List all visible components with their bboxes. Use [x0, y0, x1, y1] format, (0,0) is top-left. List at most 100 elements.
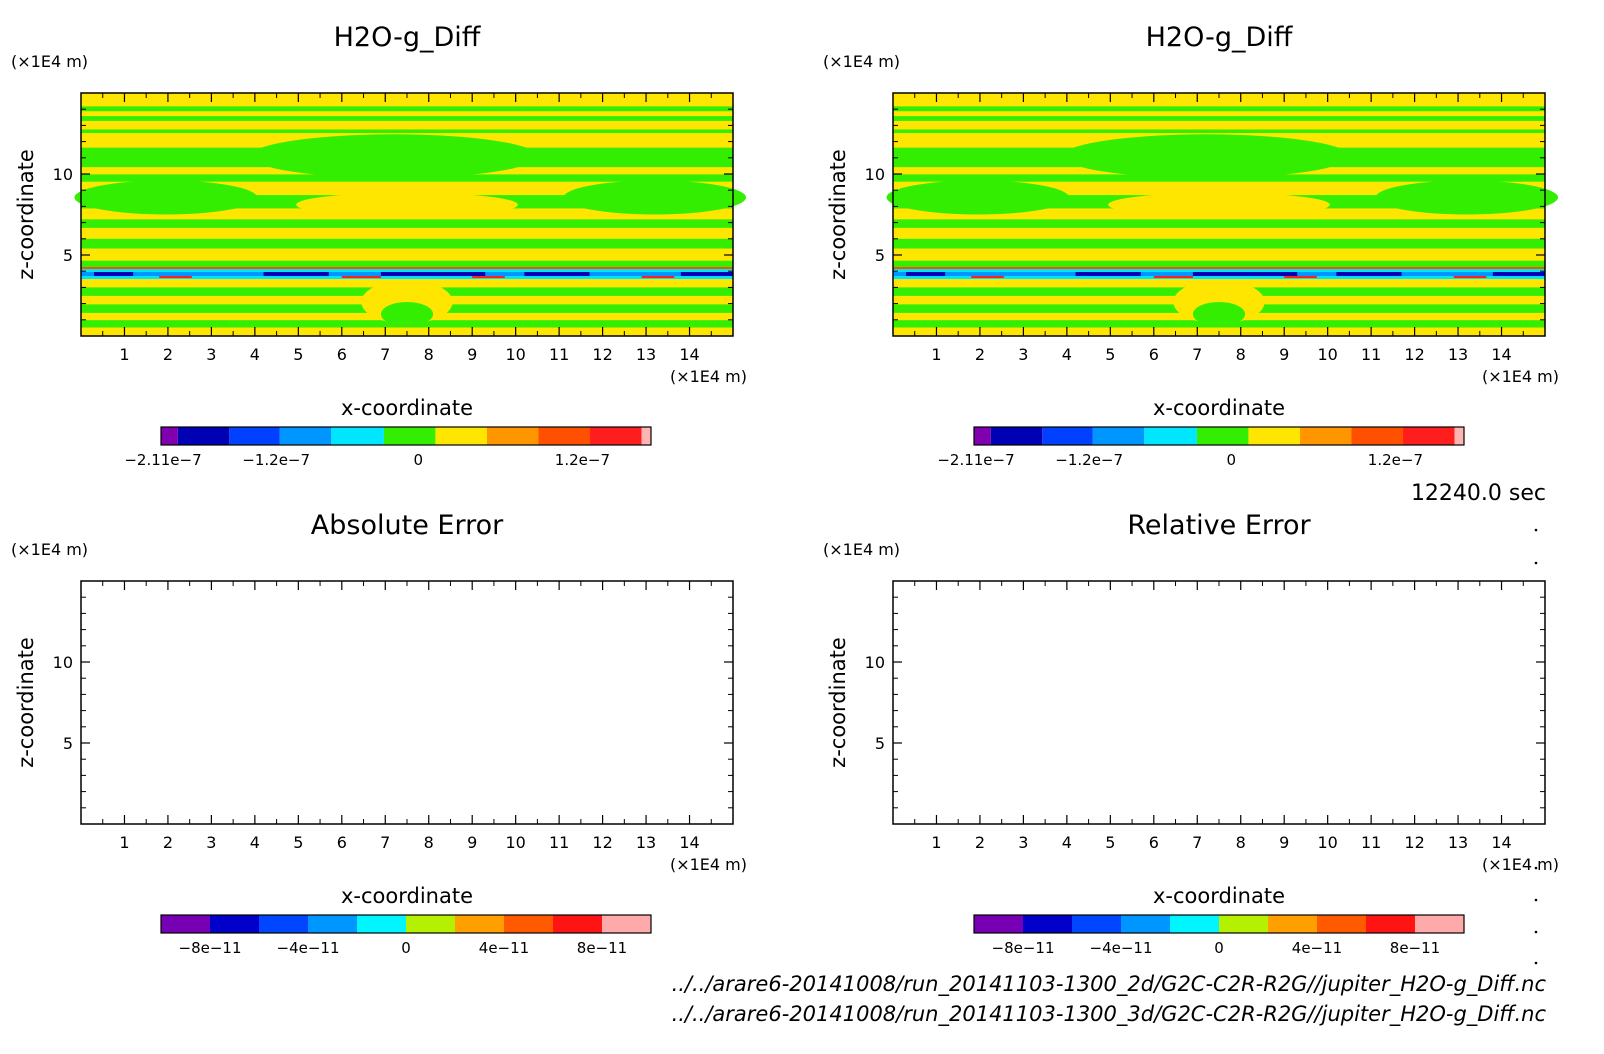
x-tick-label: 7 [380, 345, 390, 364]
field-band [893, 227, 1545, 240]
x-tick-label: 13 [636, 345, 656, 364]
panel-2: H2O-g_Diff(×1E4 m)1 2 3 4 5 6 7 8 9 10 11 12 13 14510… [823, 22, 1559, 469]
colorbar-frame [973, 914, 1465, 934]
x-unit-label: (×1E4 m) [670, 855, 747, 874]
x-tick-label: 13 [1448, 833, 1468, 852]
x-tick-label: 1 [119, 833, 129, 852]
x-tick-label: 11 [549, 345, 569, 364]
side-dots [1534, 528, 1538, 965]
x-tick-label: 14 [1491, 833, 1511, 852]
y-tick-label: 5 [875, 734, 885, 753]
x-tick-label: 1 [931, 345, 941, 364]
signal-maximum [159, 276, 192, 279]
signal-edge [81, 267, 733, 270]
x-tick-label: 2 [163, 345, 173, 364]
colorbar-label: 0 [1214, 939, 1224, 957]
x-tick-label: 3 [206, 345, 216, 364]
colorbar-segment [1042, 427, 1093, 445]
file-path-2: ../../arare6-20141008/run_20141103-1300_… [672, 1002, 1547, 1027]
y-axis-label: z-coordinate [826, 637, 850, 768]
x-tick-label: 9 [467, 833, 477, 852]
y-tick-label: 5 [63, 734, 73, 753]
field-band [81, 106, 733, 112]
x-tick-label: 8 [424, 345, 434, 364]
x-tick-label: 4 [1062, 345, 1072, 364]
x-axis-label: x-coordinate [341, 884, 473, 908]
colorbar: −8e−11 −4e−11 0 4e−11 8e−11 [973, 914, 1465, 957]
x-tick-label: 12 [1404, 345, 1424, 364]
x-tick-label: 6 [1149, 345, 1159, 364]
colorbar-segment [1366, 915, 1416, 933]
field-band [893, 174, 1545, 183]
x-tick-label: 11 [549, 833, 569, 852]
panel-title: Relative Error [1127, 510, 1311, 541]
colorbar-label: 0 [413, 451, 423, 469]
colorbar: −2.11e−7 −1.2e−7 0 1.2e−7 [124, 426, 652, 469]
field-band [893, 219, 1545, 229]
colorbar-segment [1092, 427, 1145, 445]
colorbar-segment [229, 427, 280, 445]
signal-minimum [1336, 272, 1402, 277]
y-tick-label: 10 [53, 653, 73, 672]
field-band [893, 120, 1545, 130]
panel-3: Absolute Error(×1E4 m)1 2 3 4 5 6 7 8 9 10 11 12 13 1… [11, 510, 747, 957]
x-tick-label: 7 [1192, 345, 1202, 364]
x-tick-label: 3 [206, 833, 216, 852]
field-band [81, 93, 733, 107]
panel-title: H2O-g_Diff [334, 22, 482, 53]
colorbar-label: 1.2e−7 [555, 451, 610, 469]
x-unit-label: (×1E4 m) [1482, 367, 1559, 386]
colorbar-segment [1403, 427, 1455, 445]
x-axis-label: x-coordinate [1153, 396, 1285, 420]
signal-minimum [1075, 272, 1141, 277]
x-tick-label: 2 [975, 833, 985, 852]
plot-background [81, 581, 733, 824]
colorbar-segment [641, 427, 651, 445]
colorbar-frame [160, 426, 652, 446]
panel-1: H2O-g_Diff(×1E4 m)1 2 3 4 5 6 7 8 9 10 11 12 13 14510… [11, 22, 747, 469]
x-tick-label: 11 [1361, 345, 1381, 364]
colorbar-segment [259, 915, 309, 933]
field-blob [380, 301, 434, 327]
x-tick-label: 9 [1279, 345, 1289, 364]
y-axis-label: z-coordinate [826, 149, 850, 280]
field-band [81, 129, 733, 134]
signal-maximum [1453, 276, 1487, 279]
x-tick-label: 9 [1279, 833, 1289, 852]
x-tick-label: 5 [1105, 345, 1115, 364]
x-tick-label: 2 [163, 833, 173, 852]
x-tick-label: 9 [467, 345, 477, 364]
colorbar-label: 0 [1226, 451, 1236, 469]
colorbar-segment [331, 427, 384, 445]
colorbar-label: −1.2e−7 [1055, 451, 1123, 469]
colorbar: −8e−11 −4e−11 0 4e−11 8e−11 [160, 914, 652, 957]
colorbar-segment [1121, 915, 1171, 933]
x-unit-label: (×1E4 m) [670, 367, 747, 386]
signal-minimum [1192, 272, 1298, 277]
y-unit-label: (×1E4 m) [11, 540, 88, 559]
y-tick-label: 10 [865, 653, 885, 672]
signal-minimum [380, 272, 486, 277]
colorbar-label: 4e−11 [479, 939, 529, 957]
x-tick-label: 6 [1149, 833, 1159, 852]
x-tick-label: 6 [337, 833, 347, 852]
colorbar-segment [538, 427, 591, 445]
colorbar-label: 8e−11 [577, 939, 627, 957]
file-path-1: ../../arare6-20141008/run_20141103-1300_… [672, 972, 1547, 997]
colorbar-label: 0 [401, 939, 411, 957]
signal-maximum [1284, 276, 1317, 279]
colorbar-segment [1299, 427, 1352, 445]
colorbar-segment [1144, 427, 1197, 445]
colorbar-segment [279, 427, 332, 445]
signal-minimum [94, 272, 134, 277]
field-band [81, 248, 733, 262]
colorbar-segment [504, 915, 554, 933]
x-tick-label: 14 [679, 833, 699, 852]
x-tick-label: 10 [505, 345, 525, 364]
y-unit-label: (×1E4 m) [11, 52, 88, 71]
signal-maximum [472, 276, 505, 279]
colorbar-label: 1.2e−7 [1368, 451, 1423, 469]
field-blob [1062, 134, 1350, 179]
